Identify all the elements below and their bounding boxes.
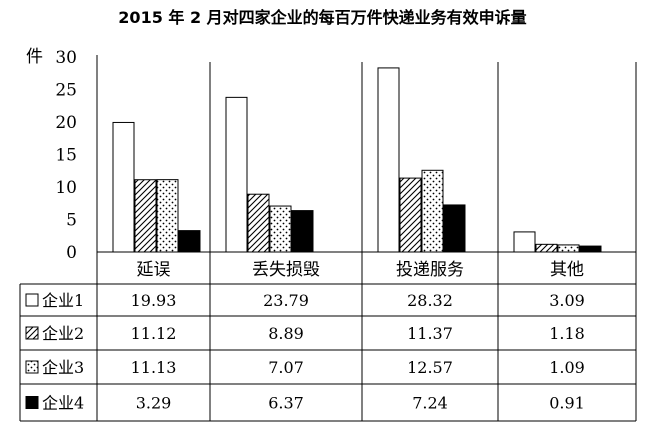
category-dividers	[96, 55, 637, 252]
y-tick-label: 10	[55, 178, 77, 198]
category-label: 投递服务	[396, 260, 464, 280]
legend-label: 企业2	[42, 324, 84, 343]
bar	[269, 205, 292, 253]
bars	[112, 67, 602, 253]
data-label: 6.37	[268, 394, 304, 413]
bar	[225, 96, 248, 253]
bar	[156, 179, 179, 253]
data-label: 23.79	[263, 291, 309, 310]
legend-swatch	[25, 326, 39, 340]
data-label: 11.37	[407, 324, 453, 343]
legend-swatch	[25, 293, 39, 307]
chart-title: 2015 年 2 月对四家企业的每百万件快递业务有效申诉量	[118, 8, 527, 27]
bar	[421, 169, 444, 253]
y-tick-label: 30	[55, 48, 77, 68]
data-label: 0.91	[549, 394, 585, 413]
category-label: 延误	[137, 260, 171, 280]
data-label: 12.57	[407, 358, 453, 377]
y-tick-label: 5	[66, 211, 77, 231]
y-axis-label: 件	[26, 47, 43, 67]
data-label: 1.18	[549, 324, 585, 343]
bar	[399, 177, 422, 253]
y-tick-label: 20	[55, 113, 77, 133]
legend-label: 企业3	[42, 358, 84, 377]
bar	[291, 210, 314, 253]
legend-swatch	[25, 396, 39, 409]
data-label: 3.09	[549, 291, 585, 310]
bar	[513, 231, 536, 253]
bar	[178, 230, 201, 253]
bar	[134, 179, 157, 253]
data-label: 7.07	[268, 358, 304, 377]
bar	[112, 121, 135, 253]
bar	[247, 193, 270, 253]
y-tick-label: 0	[66, 243, 77, 263]
data-label: 8.89	[268, 324, 304, 343]
data-label: 1.09	[549, 358, 585, 377]
legend-label: 企业1	[42, 291, 84, 310]
data-label: 28.32	[407, 291, 453, 310]
bar	[443, 204, 466, 253]
data-label: 11.13	[131, 358, 177, 377]
category-label: 其他	[550, 260, 584, 280]
y-axis-ticks: 0 5 10 15 20 25 30	[55, 48, 77, 263]
legend-label: 企业4	[42, 394, 84, 413]
data-label: 19.93	[131, 291, 177, 310]
data-label: 11.12	[131, 324, 177, 343]
bar	[579, 245, 602, 253]
bar	[377, 67, 400, 253]
bar	[535, 243, 558, 253]
data-label: 7.24	[412, 394, 448, 413]
y-tick-label: 15	[55, 146, 77, 166]
y-tick-label: 25	[55, 81, 77, 101]
category-label: 丢失损毁	[252, 260, 320, 280]
legend-swatch	[25, 360, 39, 374]
bar	[557, 244, 580, 253]
data-label: 3.29	[136, 394, 172, 413]
